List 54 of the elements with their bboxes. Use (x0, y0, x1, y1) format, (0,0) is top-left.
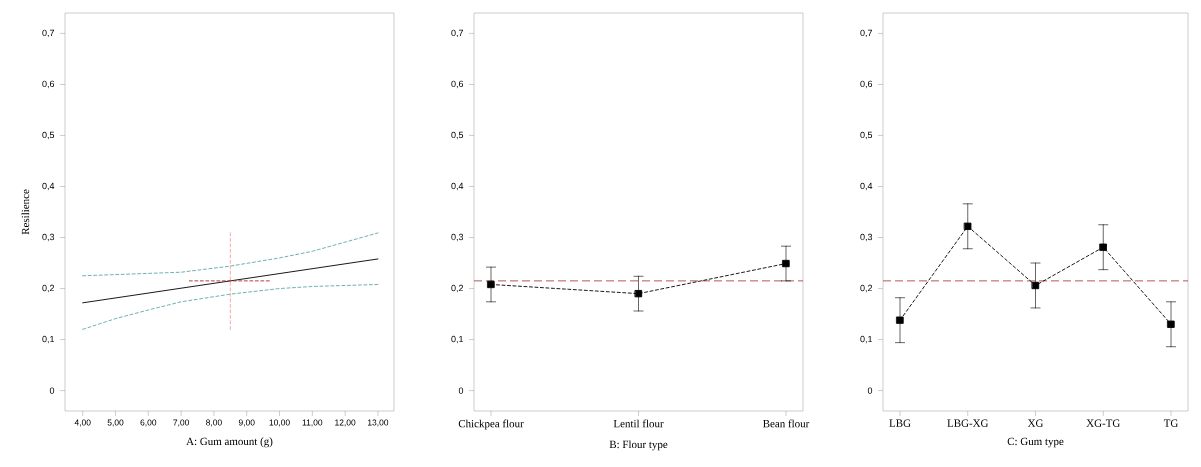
y-tick-label: 0 (458, 387, 464, 394)
x-axis-title: B: Flour type (609, 440, 668, 451)
y-tick-label: 0,6 (451, 80, 464, 89)
point (964, 222, 972, 230)
y-tick-label: 0,7 (860, 29, 873, 38)
point (487, 280, 495, 289)
x-tick-label: 4,00 (74, 419, 91, 427)
y-tick-label: 0,4 (860, 182, 873, 191)
y-tick-label: 0,3 (451, 233, 464, 242)
x-tick-label: 8,00 (206, 419, 222, 427)
point (1167, 320, 1175, 328)
y-tick-label: 0,2 (42, 284, 55, 293)
x-tick-label: 10,00 (269, 419, 290, 427)
x-tick-label: 11,00 (302, 419, 323, 427)
x-tick-label: Chickpea flour (458, 419, 524, 430)
x-axis-title: C: Gum type (1007, 437, 1064, 448)
x-tick-label: 9,00 (238, 419, 255, 427)
point (896, 316, 904, 324)
x-tick-label: 13,00 (367, 419, 389, 427)
point (634, 289, 643, 298)
x-tick-label: LBG (889, 419, 911, 427)
point (1031, 281, 1040, 290)
x-tick-label: Lentil flour (613, 419, 664, 428)
y-tick-label: 0,1 (860, 335, 873, 344)
x-tick-label: 12,00 (335, 419, 356, 427)
x-tick-label: TG (1163, 419, 1178, 427)
y-tick-label: 0 (867, 387, 873, 394)
y-tick-label: 0,7 (451, 29, 464, 38)
x-tick-label: 5,00 (107, 419, 124, 427)
y-tick-label: 0,3 (860, 233, 873, 242)
y-axis-title: Resilience (21, 189, 30, 235)
y-tick-label: 0,4 (42, 182, 55, 191)
x-tick-label: LBG-XG (947, 419, 989, 427)
point (782, 259, 790, 268)
y-tick-label: 0,4 (451, 182, 464, 191)
y-tick-label: 0,1 (42, 335, 55, 344)
y-tick-label: 0,6 (42, 80, 55, 89)
y-tick-label: 0,2 (451, 284, 464, 293)
x-tick-label: XG-TG (1086, 419, 1120, 427)
point (1099, 243, 1107, 251)
x-tick-label: 7,00 (173, 419, 190, 427)
y-tick-label: 0,2 (860, 284, 873, 293)
y-tick-label: 0,6 (860, 80, 873, 89)
x-tick-label: 6,00 (140, 419, 157, 427)
y-tick-label: 0,5 (42, 131, 55, 140)
y-tick-label: 0,5 (451, 131, 464, 140)
y-tick-label: 0,5 (860, 131, 873, 140)
y-tick-label: 0 (49, 387, 55, 394)
x-tick-label: Bean flour (763, 419, 810, 428)
y-tick-label: 0,7 (42, 29, 55, 38)
y-tick-label: 0,3 (42, 233, 55, 242)
x-tick-label: XG (1027, 419, 1044, 427)
y-tick-label: 0,1 (451, 335, 464, 344)
x-axis-title: A: Gum amount (g) (186, 437, 273, 448)
